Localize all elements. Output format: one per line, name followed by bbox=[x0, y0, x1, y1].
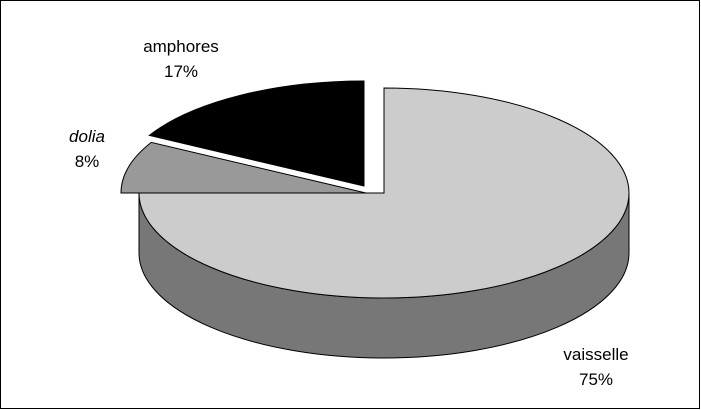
slice-label-vaisselle: vaisselle bbox=[563, 345, 628, 364]
pie-labels: vaisselle 75% dolia 8% amphores 17% bbox=[69, 37, 629, 389]
slice-top-dolia bbox=[120, 141, 367, 194]
slice-percent-amphores: 17% bbox=[164, 62, 198, 81]
pie-tops bbox=[120, 80, 630, 299]
slice-top-vaisselle bbox=[138, 87, 630, 299]
slice-top-amphores bbox=[148, 80, 365, 187]
slice-percent-vaisselle: 75% bbox=[579, 370, 613, 389]
slice-label-dolia: dolia bbox=[69, 127, 105, 146]
slice-label-amphores: amphores bbox=[143, 37, 219, 56]
slice-percent-dolia: 8% bbox=[75, 152, 100, 171]
